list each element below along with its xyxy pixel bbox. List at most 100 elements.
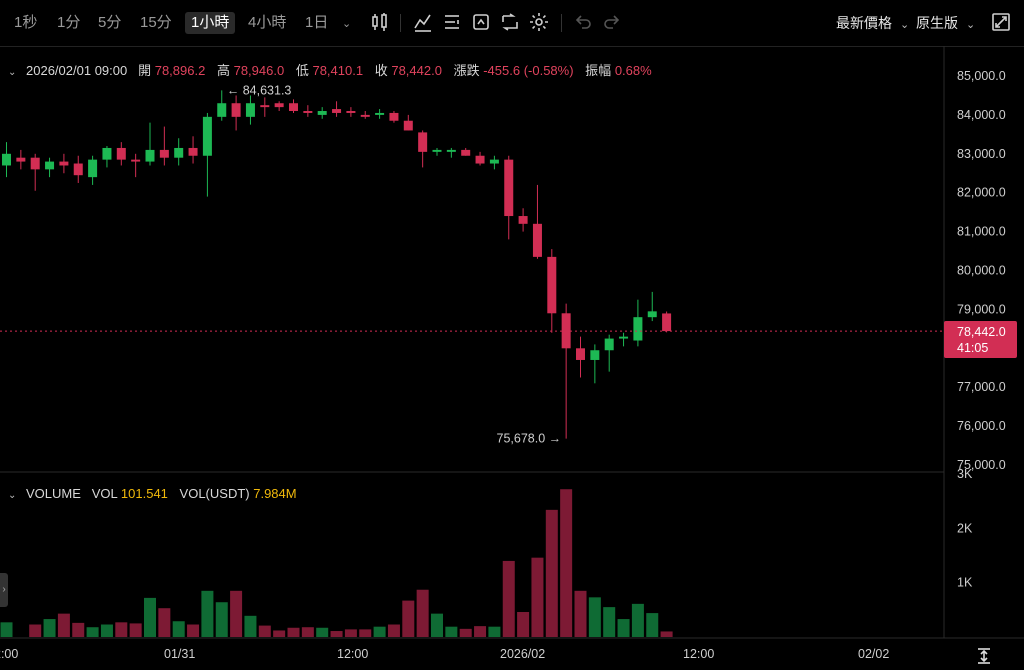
candle-body — [619, 336, 629, 339]
candle-body — [2, 153, 11, 166]
price-type-label: 最新價格 — [836, 15, 892, 31]
volume-bar — [603, 607, 616, 637]
volume-bar — [215, 602, 228, 637]
candle-body — [231, 103, 241, 117]
volume-bar — [617, 619, 630, 637]
price-tick-label: 79,000.0 — [957, 302, 1006, 316]
volume-bar — [43, 619, 56, 637]
fullscreen-icon[interactable] — [990, 11, 1012, 33]
candle-body — [461, 149, 471, 156]
candle-body — [403, 120, 413, 131]
high-marker: ← 84,631.3 — [227, 83, 292, 97]
vol-usdt-value: 7.984M — [253, 486, 297, 501]
candle-body — [576, 348, 585, 360]
candle-body — [532, 223, 542, 257]
price-tick-label: 76,000.0 — [957, 419, 1006, 433]
interval-1m[interactable]: 1分 — [57, 14, 81, 31]
change-label: 漲跌 — [453, 63, 480, 78]
amplitude-label: 振幅 — [585, 63, 612, 78]
high-label: 高 — [216, 63, 230, 78]
candle-body — [590, 350, 600, 360]
candle-body — [116, 147, 126, 160]
volume-bar — [0, 622, 13, 637]
volume-bar — [359, 629, 372, 637]
view-mode-dropdown[interactable]: 原生版 ⌄ — [916, 13, 975, 33]
interval-15m[interactable]: 15分 — [140, 14, 172, 31]
volume-bar — [316, 627, 329, 637]
volume-bar — [574, 590, 587, 637]
compare-icon[interactable] — [499, 11, 521, 33]
volume-bar — [115, 622, 128, 637]
candle-body — [131, 159, 141, 162]
volume-bar — [100, 624, 113, 637]
interval-4h[interactable]: 4小時 — [248, 14, 287, 31]
volume-tick-label: 1K — [957, 576, 973, 590]
candle-body — [289, 103, 298, 112]
indicators-icon[interactable] — [412, 11, 434, 33]
candle-body — [389, 112, 399, 121]
low-label: 低 — [295, 63, 309, 78]
redo-icon[interactable] — [601, 11, 623, 33]
change-value: -455.6 (-0.58%) — [483, 63, 574, 78]
replay-icon[interactable] — [470, 11, 492, 33]
drawing-list-icon[interactable] — [441, 11, 463, 33]
low-value: 78,410.1 — [312, 63, 364, 78]
expand-handle-icon[interactable]: › — [0, 573, 8, 607]
price-type-dropdown[interactable]: 最新價格 ⌄ — [836, 13, 909, 33]
volume-bar — [373, 626, 386, 637]
volume-bar — [258, 625, 271, 637]
candle-body — [647, 311, 657, 318]
time-axis: 2:00 01/31 12:00 2026/02 12:00 02/02 — [0, 647, 889, 661]
candle-body — [360, 114, 370, 117]
candle-body — [332, 109, 342, 113]
candle-body — [102, 147, 112, 160]
volume-bar — [172, 621, 185, 637]
candle-body — [30, 157, 40, 170]
volume-bar — [431, 613, 443, 637]
interval-1h[interactable]: 1小時 — [185, 12, 236, 34]
candle-body — [375, 112, 385, 115]
volume-bar — [588, 597, 601, 637]
volume-title: VOLUME — [26, 486, 81, 501]
volume-tick-label: 2K — [957, 521, 973, 535]
volume-bar — [660, 631, 673, 637]
vol-usdt-label: VOL(USDT) — [179, 486, 250, 501]
undo-icon[interactable] — [572, 11, 594, 33]
candle-body — [504, 159, 514, 217]
price-axis: 85,000.0 84,000.0 83,000.0 82,000.0 81,000.0… — [957, 69, 1006, 472]
volume-bar — [517, 612, 530, 637]
vol-label: VOL — [91, 486, 118, 501]
volume-bar — [330, 631, 343, 637]
interval-5m[interactable]: 5分 — [98, 14, 122, 31]
collapse-chevron-icon[interactable]: ⌄ — [8, 490, 17, 501]
volume-tick-label: 3K — [957, 467, 973, 481]
candle-type-icon[interactable] — [369, 11, 391, 33]
candle-body — [16, 157, 26, 162]
collapse-chevron-icon[interactable]: ⌄ — [8, 67, 17, 78]
toolbar-divider — [400, 14, 401, 32]
close-label: 收 — [374, 63, 388, 78]
volume-bar — [287, 627, 300, 637]
candle-body — [174, 147, 184, 158]
volume-bar — [230, 590, 243, 637]
open-value: 78,896.2 — [154, 63, 206, 78]
volume-bar — [531, 557, 544, 637]
volume-bar — [301, 627, 314, 637]
volume-axis: 3K 2K 1K — [957, 467, 973, 590]
volume-bar — [560, 489, 573, 637]
more-intervals-chevron-icon[interactable]: ⌄ — [342, 18, 352, 30]
time-tick-label: 2:00 — [0, 647, 18, 661]
settings-gear-icon[interactable] — [528, 11, 550, 33]
volume-bar — [445, 626, 458, 637]
vol-value: 101.541 — [120, 486, 168, 501]
interval-1s[interactable]: 1秒 — [14, 14, 38, 31]
toolbar-divider — [561, 14, 562, 32]
candle-body — [88, 159, 98, 178]
low-marker: 75,678.0 → — [497, 432, 562, 446]
candle-body — [662, 313, 672, 332]
candle-body — [45, 161, 55, 170]
amplitude-value: 0.68% — [614, 63, 652, 78]
scale-reset-icon[interactable] — [975, 647, 993, 665]
interval-1d[interactable]: 1日 — [305, 14, 329, 31]
